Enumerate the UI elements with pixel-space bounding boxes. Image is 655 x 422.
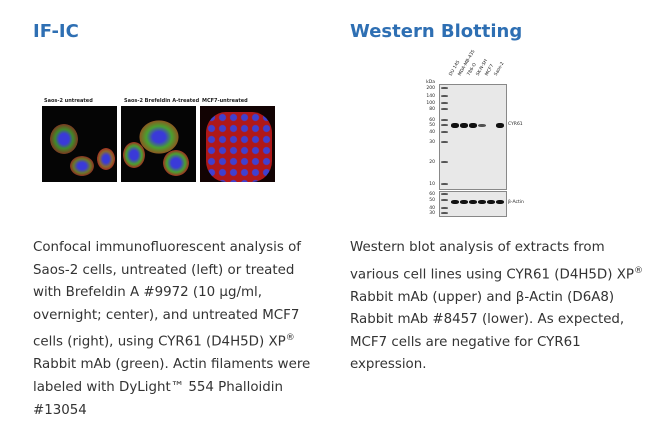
lower-blot (439, 191, 507, 217)
lane-label: Saos-2 (493, 61, 506, 77)
ladder-band (441, 207, 448, 209)
band-label-actin: β-Actin (508, 200, 524, 205)
actin-band (451, 200, 459, 204)
cyr61-band (460, 123, 468, 128)
section-title: Western Blotting (350, 21, 523, 42)
micrograph-mcf7 (200, 106, 275, 182)
mw-marker-label: 60 (429, 118, 435, 123)
mw-marker-label: 40 (429, 130, 435, 135)
mw-marker-label: 200 (426, 86, 435, 91)
mw-marker-label: 10 (429, 182, 435, 187)
actin-band (469, 200, 477, 204)
cyr61-band (478, 123, 486, 127)
panel-label: Saos-2 Brefeldin A-treated (124, 98, 200, 104)
mw-marker-label: 30 (429, 211, 435, 216)
ladder-band (441, 131, 448, 133)
mw-marker-label: 60 (429, 192, 435, 197)
band-label-cyr61: CYR61 (508, 122, 523, 127)
ladder-band (441, 87, 448, 89)
section-title: IF-IC (33, 21, 79, 42)
actin-band (496, 200, 504, 204)
cyr61-band (451, 123, 459, 128)
western-blot-image[interactable]: kDa CYR61 β-Actin 200 140 100 80 60 50 40 30 20 1… (423, 49, 538, 217)
actin-band (478, 200, 486, 204)
mw-marker-label: 100 (426, 101, 435, 106)
ladder-band (441, 199, 448, 201)
micrograph-untreated (42, 106, 117, 182)
ladder-band (441, 108, 448, 110)
panel-label: MCF7-untreated (202, 98, 248, 104)
mw-marker-label: 50 (429, 123, 435, 128)
ladder-band (441, 95, 448, 97)
ladder-band (441, 183, 448, 185)
cyr61-band (496, 123, 504, 128)
mw-marker-label: 40 (429, 206, 435, 211)
ladder-band (441, 193, 448, 195)
ladder-band (441, 124, 448, 126)
if-ic-caption: Confocal immunofluorescent analysis of S… (33, 240, 311, 418)
if-ic-image[interactable]: Saos-2 untreated Saos-2 Brefeldin A-trea… (40, 98, 280, 182)
micrograph-brefeldin (121, 106, 196, 182)
mw-marker-label: 50 (429, 198, 435, 203)
mw-marker-label: 20 (429, 160, 435, 165)
ladder-band (441, 212, 448, 214)
mw-unit: kDa (426, 80, 435, 85)
actin-band (487, 200, 495, 204)
mw-marker-label: 30 (429, 140, 435, 145)
ladder-band (441, 102, 448, 104)
wb-caption: Western blot analysis of extracts from v… (350, 240, 643, 373)
ladder-band (441, 141, 448, 143)
ladder-band (441, 119, 448, 121)
mw-marker-label: 140 (426, 94, 435, 99)
upper-blot (439, 84, 507, 190)
ladder-band (441, 161, 448, 163)
actin-band (460, 200, 468, 204)
cyr61-band (469, 123, 477, 128)
panel-label: Saos-2 untreated (44, 98, 93, 104)
mw-marker-label: 80 (429, 107, 435, 112)
